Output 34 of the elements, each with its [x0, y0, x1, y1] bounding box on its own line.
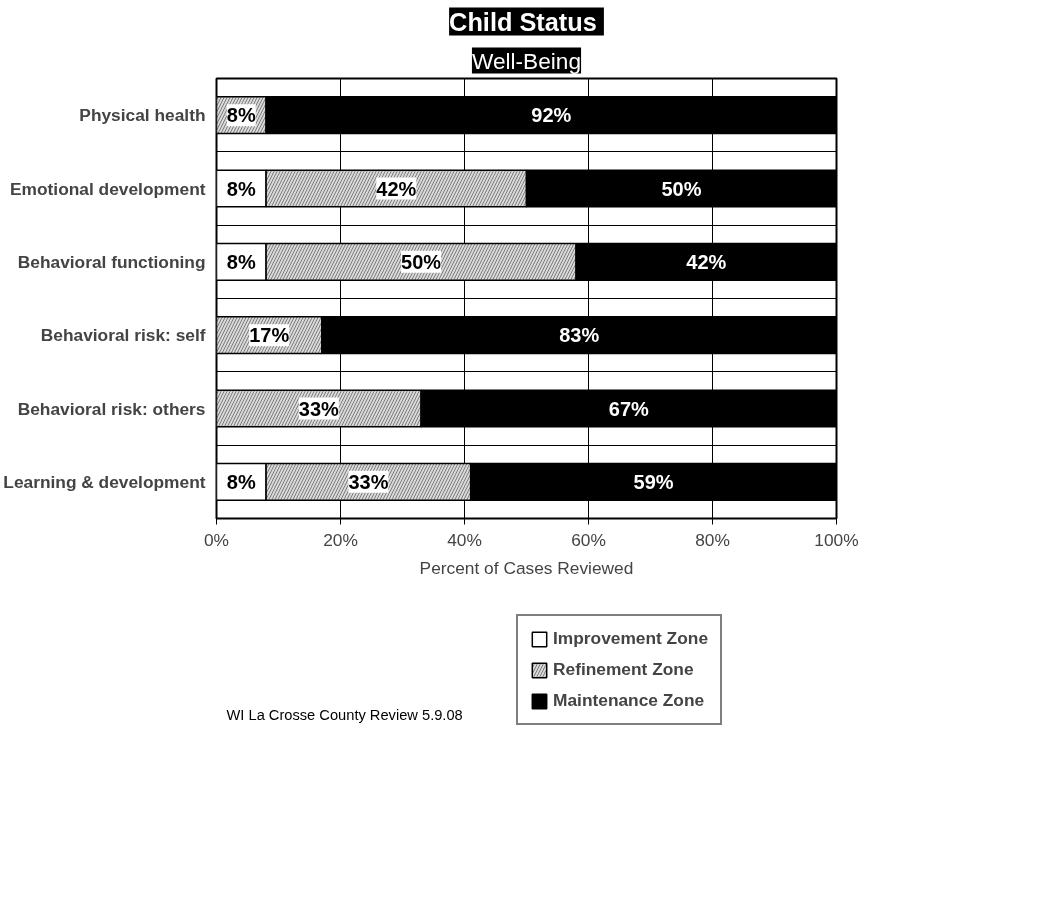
data-label: 8%: [226, 104, 256, 127]
y-tick-label: Learning & development: [3, 471, 206, 492]
x-axis-title: Percent of Cases Reviewed: [419, 557, 634, 578]
x-tick-label: 60%: [571, 529, 606, 550]
data-label: 8%: [226, 470, 256, 493]
y-tick-label: Behavioral risk: others: [17, 398, 206, 419]
data-label: 33%: [348, 470, 389, 493]
data-label: 50%: [401, 250, 442, 273]
data-label: 17%: [249, 324, 290, 347]
x-tick-label: 80%: [695, 529, 730, 550]
chart-title: Child Status: [449, 7, 597, 36]
y-tick-label: Behavioral risk: self: [40, 325, 206, 346]
x-tick-label: 0%: [203, 529, 230, 550]
legend-label: Maintenance Zone: [553, 690, 705, 711]
data-label: 8%: [226, 177, 256, 200]
data-label: 42%: [376, 177, 417, 200]
y-tick-label: Behavioral functioning: [17, 251, 206, 272]
data-label: 42%: [686, 250, 727, 273]
legend-label: Improvement Zone: [553, 628, 709, 649]
x-tick-label: 40%: [447, 529, 482, 550]
text: WI La Crosse County Review 5.9.08: [226, 706, 463, 723]
x-tick-label: 20%: [323, 529, 358, 550]
data-label: 50%: [661, 177, 702, 200]
y-tick-label: Physical health: [79, 105, 206, 126]
data-label: 33%: [298, 397, 340, 420]
data-label: 67%: [608, 397, 650, 420]
chart-subtitle: Well-Being: [471, 47, 582, 74]
x-tick-label: 100%: [814, 529, 859, 550]
data-label: 59%: [633, 470, 674, 493]
data-label: 92%: [531, 104, 572, 127]
legend-label: Refinement Zone: [553, 659, 694, 680]
y-tick-label: Emotional development: [10, 178, 206, 199]
data-label: 83%: [559, 324, 600, 347]
data-label: 8%: [226, 250, 256, 273]
